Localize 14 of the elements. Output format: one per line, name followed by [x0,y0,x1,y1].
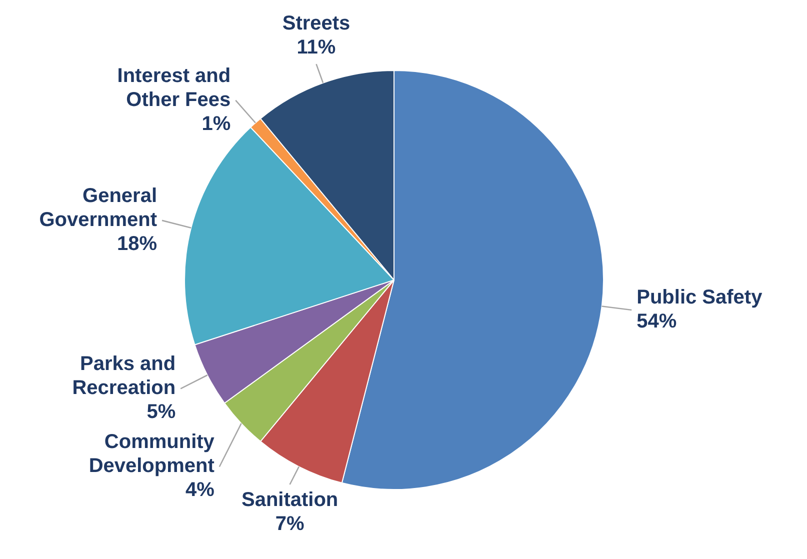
slice-label: Sanitation [241,489,338,511]
slice-label: Streets [282,12,350,35]
data-label: 1% [202,112,231,135]
data-label: 5% [146,401,176,424]
slice-label: Community Development [88,431,216,478]
data-label: 4% [186,479,215,502]
slice-label: General Government [39,184,158,231]
slice-label: Interest and Other Fees [117,64,231,111]
data-label: 7% [275,513,304,535]
data-label: 11% [296,36,336,59]
data-label: 54% [636,310,677,333]
data-label: 18% [116,232,158,255]
slice-label: Public Safety [636,286,764,309]
slice-label: Parks and Recreation [72,353,176,400]
